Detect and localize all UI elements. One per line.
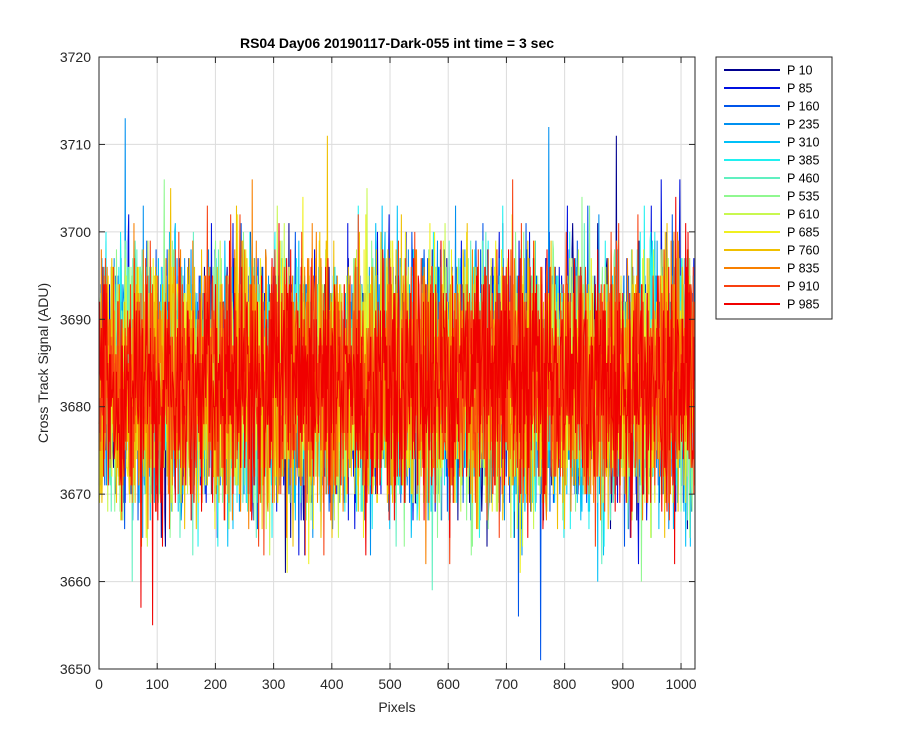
legend-item[interactable]: P 85 — [724, 82, 813, 96]
legend-item[interactable]: P 535 — [724, 190, 819, 204]
series-line-p-910 — [98, 179, 696, 565]
legend-label: P 385 — [787, 154, 819, 168]
legend-item[interactable]: P 235 — [724, 118, 819, 132]
x-tick-label: 100 — [146, 676, 170, 692]
legend-item[interactable]: P 985 — [724, 298, 819, 312]
y-tick-label: 3720 — [60, 49, 91, 65]
plot-frame — [98, 56, 696, 670]
x-tick-label: 500 — [378, 676, 402, 692]
legend-item[interactable]: P 685 — [724, 226, 819, 240]
legend-label: P 685 — [787, 226, 819, 240]
legend-label: P 85 — [787, 82, 813, 96]
legend-item[interactable]: P 460 — [724, 172, 819, 186]
legend-label: P 160 — [787, 100, 819, 114]
legend-label: P 310 — [787, 136, 819, 150]
legend-label: P 835 — [787, 262, 819, 276]
y-tick-label: 3690 — [60, 311, 91, 327]
x-axis-label: Pixels — [378, 699, 415, 715]
y-tick-label: 3670 — [60, 486, 91, 502]
x-tick-label: 700 — [495, 676, 519, 692]
chart-title: RS04 Day06 20190117-Dark-055 int time = … — [240, 35, 554, 51]
legend-box — [715, 56, 833, 320]
legend-item[interactable]: P 610 — [724, 208, 819, 222]
y-axis-label: Cross Track Signal (ADU) — [35, 283, 51, 443]
x-tick-label: 1000 — [665, 676, 696, 692]
x-tick-label: 0 — [95, 676, 103, 692]
legend-item[interactable]: P 160 — [724, 100, 819, 114]
y-tick-label: 3680 — [60, 399, 91, 415]
legend-label: P 910 — [787, 280, 819, 294]
x-tick-label: 200 — [204, 676, 228, 692]
legend-label: P 235 — [787, 118, 819, 132]
series-lines — [98, 118, 696, 661]
legend[interactable]: P 10 P 85 P 160 P 235 P 310 P 385 P 460 P 535 P … — [715, 56, 833, 320]
x-tick-label: 600 — [437, 676, 461, 692]
y-tick-label: 3650 — [60, 661, 91, 677]
legend-item[interactable]: P 310 — [724, 136, 819, 150]
legend-item[interactable]: P 910 — [724, 280, 819, 294]
legend-item[interactable]: P 835 — [724, 262, 819, 276]
y-tick-label: 3710 — [60, 136, 91, 152]
y-tick-label: 3660 — [60, 574, 91, 590]
x-tick-label: 400 — [320, 676, 344, 692]
legend-item[interactable]: P 10 — [724, 64, 813, 78]
x-tick-label: 800 — [553, 676, 577, 692]
legend-label: P 760 — [787, 244, 819, 258]
x-tick-label: 900 — [611, 676, 635, 692]
legend-label: P 460 — [787, 172, 819, 186]
x-tick-label: 300 — [262, 676, 286, 692]
legend-label: P 535 — [787, 190, 819, 204]
y-tick-label: 3700 — [60, 224, 91, 240]
legend-label: P 985 — [787, 298, 819, 312]
legend-item[interactable]: P 760 — [724, 244, 819, 258]
series-line-p-985 — [98, 196, 696, 626]
legend-label: P 10 — [787, 64, 813, 78]
legend-label: P 610 — [787, 208, 819, 222]
legend-item[interactable]: P 385 — [724, 154, 819, 168]
axis-ticks: 0 100 200 300 400 500 600 700 800 900 1000 3650 3660… — [60, 49, 697, 692]
